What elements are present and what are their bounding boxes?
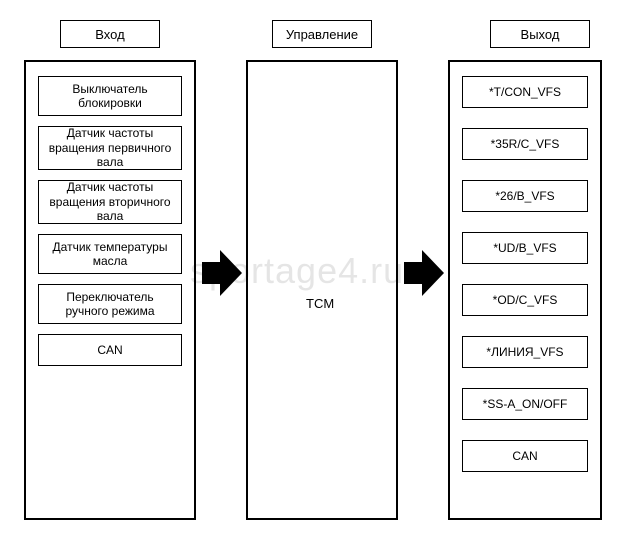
input-item: Выключатель блокировки xyxy=(38,76,182,116)
input-item: Датчик температуры масла xyxy=(38,234,182,274)
output-item-label: *35R/C_VFS xyxy=(491,137,560,151)
output-item: *SS-A_ON/OFF xyxy=(462,388,588,420)
input-item: Переключатель ручного режима xyxy=(38,284,182,324)
input-item-label: CAN xyxy=(97,343,122,357)
output-item: *26/B_VFS xyxy=(462,180,588,212)
arrow-icon xyxy=(404,250,444,296)
input-item-label: Выключатель блокировки xyxy=(45,82,175,111)
input-item-label: Датчик частоты вращения вторичного вала xyxy=(45,180,175,223)
input-item-label: Датчик температуры масла xyxy=(45,240,175,269)
output-item-label: *26/B_VFS xyxy=(495,189,554,203)
tcm-label: TCM xyxy=(306,296,334,311)
control-header: Управление xyxy=(272,20,372,48)
input-item: Датчик частоты вращения вторичного вала xyxy=(38,180,182,224)
input-item: CAN xyxy=(38,334,182,366)
output-item-label: *OD/C_VFS xyxy=(493,293,558,307)
output-item: *UD/B_VFS xyxy=(462,232,588,264)
control-center-label: TCM xyxy=(306,296,334,311)
input-header-label: Вход xyxy=(95,27,124,42)
control-container xyxy=(246,60,398,520)
output-item: *35R/C_VFS xyxy=(462,128,588,160)
diagram-canvas: Вход Управление Выход Выключатель блокир… xyxy=(0,0,622,541)
input-item-label: Датчик частоты вращения первичного вала xyxy=(45,126,175,169)
input-item: Датчик частоты вращения первичного вала xyxy=(38,126,182,170)
input-item-label: Переключатель ручного режима xyxy=(45,290,175,319)
output-header-label: Выход xyxy=(521,27,560,42)
output-item-label: *SS-A_ON/OFF xyxy=(483,397,568,411)
output-item-label: *T/CON_VFS xyxy=(489,85,561,99)
output-header: Выход xyxy=(490,20,590,48)
output-item: CAN xyxy=(462,440,588,472)
output-item: *ЛИНИЯ_VFS xyxy=(462,336,588,368)
output-item-label: *ЛИНИЯ_VFS xyxy=(486,345,563,359)
output-item: *OD/C_VFS xyxy=(462,284,588,316)
output-item-label: CAN xyxy=(512,449,537,463)
arrow-icon xyxy=(202,250,242,296)
input-header: Вход xyxy=(60,20,160,48)
output-item: *T/CON_VFS xyxy=(462,76,588,108)
output-item-label: *UD/B_VFS xyxy=(493,241,556,255)
control-header-label: Управление xyxy=(286,27,358,42)
